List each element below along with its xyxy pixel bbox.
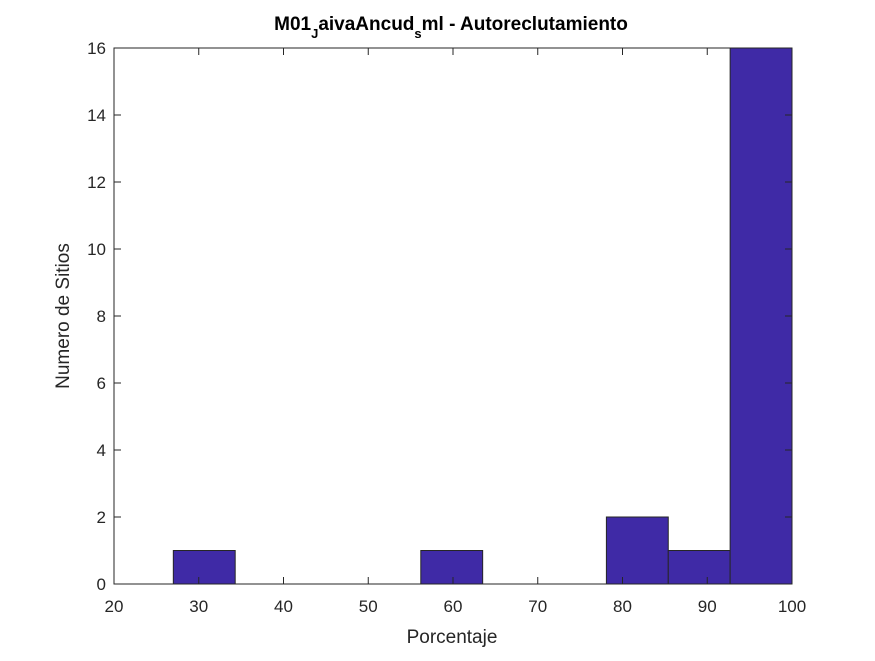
y-tick-label: 12 (87, 173, 106, 192)
histogram-bar (172, 550, 236, 585)
x-tick-label: 60 (444, 597, 463, 616)
y-tick-label: 4 (97, 441, 106, 460)
histogram-bar (420, 550, 484, 585)
y-tick-label: 0 (97, 575, 106, 594)
x-tick-label: 90 (698, 597, 717, 616)
y-tick-label: 16 (87, 39, 106, 58)
y-tick-label: 6 (97, 374, 106, 393)
axes-layer: 20 30 40 50 60 70 80 90 100 0 2 4 6 8 10 12 14 16 (87, 39, 806, 616)
chart-title: M01JaivaAncudsml - Autoreclutamiento (274, 14, 628, 41)
x-tick-label: 50 (359, 597, 378, 616)
x-tick-label: 70 (528, 597, 547, 616)
y-tick-label: 14 (87, 106, 106, 125)
y-axis-label: Numero de Sitios (53, 243, 74, 389)
histogram-bar (667, 550, 731, 585)
x-tick-label: 30 (189, 597, 208, 616)
y-tick-label: 8 (97, 307, 106, 326)
x-axis-label: Porcentaje (407, 627, 498, 648)
x-tick-label: 100 (778, 597, 806, 616)
y-tick-label: 2 (97, 508, 106, 527)
x-tick-label: 40 (274, 597, 293, 616)
histogram-bar (729, 47, 793, 585)
histogram-bar (605, 516, 669, 585)
x-tick-label: 80 (613, 597, 632, 616)
x-tick-label: 20 (105, 597, 124, 616)
y-tick-label: 10 (87, 240, 106, 259)
bars-layer (172, 47, 793, 585)
